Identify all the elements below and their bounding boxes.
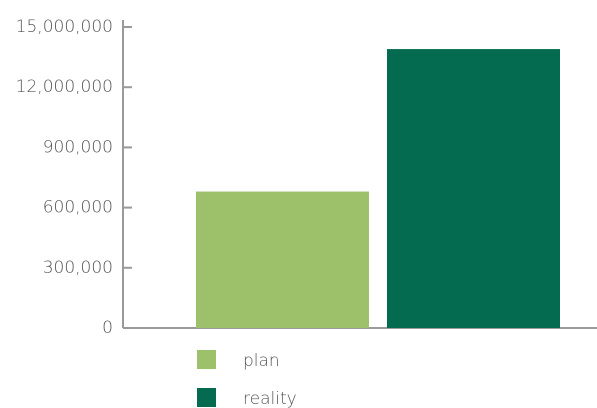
legend-label: reality bbox=[243, 389, 297, 408]
y-tick-label: 12,000,000 bbox=[16, 77, 113, 97]
y-tick-label: 15,000,000 bbox=[16, 17, 113, 37]
legend-swatch bbox=[197, 350, 216, 369]
bar bbox=[196, 191, 369, 328]
y-tick-label: 0 bbox=[102, 318, 113, 338]
y-tick-label: 900,000 bbox=[43, 137, 113, 157]
bar bbox=[387, 49, 560, 328]
y-tick-label: 600,000 bbox=[43, 198, 113, 218]
y-tick-label: 300,000 bbox=[43, 258, 113, 278]
legend-swatch bbox=[197, 388, 216, 407]
legend-label: plan bbox=[243, 351, 280, 371]
